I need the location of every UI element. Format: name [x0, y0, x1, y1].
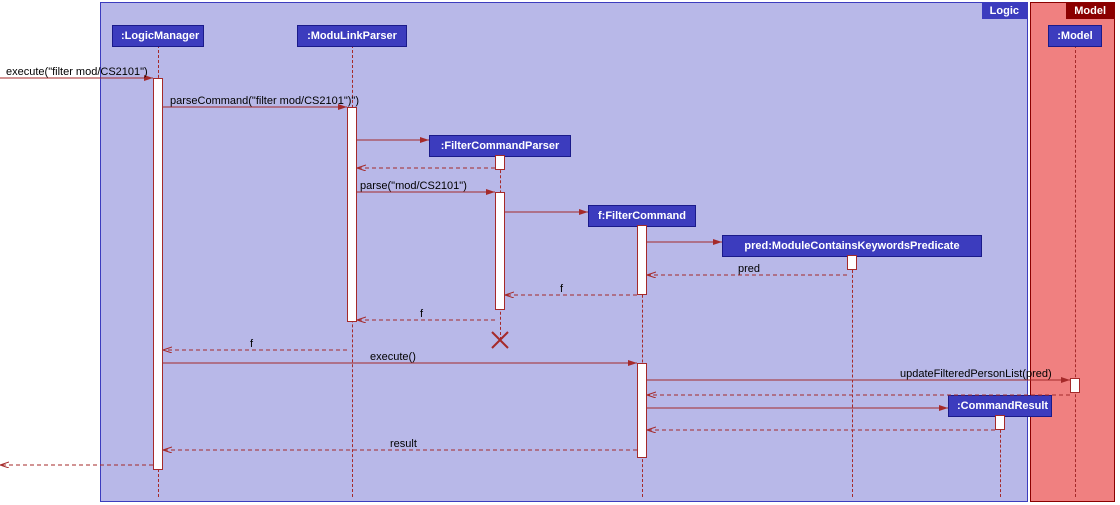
activation-a-fc2 — [637, 363, 647, 458]
message-label-m8: pred — [738, 263, 760, 275]
message-label-m10: f — [420, 308, 423, 320]
message-label-m1: execute("filter mod/CS2101") — [6, 66, 148, 78]
message-label-m5: parse("mod/CS2101") — [360, 180, 467, 192]
activation-a-fc1 — [637, 225, 647, 295]
activation-a-mod — [1070, 378, 1080, 393]
activation-a-pred — [847, 255, 857, 270]
lifeline-model — [1075, 45, 1076, 497]
message-label-m9: f — [560, 283, 563, 295]
participant-filterCmdParser: :FilterCommandParser — [429, 135, 571, 157]
participant-filterCommand: f:FilterCommand — [588, 205, 696, 227]
sequence-diagram: Logic Model :LogicManager :ModuLinkParser :F… — [0, 0, 1120, 505]
region-model: Model — [1030, 2, 1115, 502]
message-label-m11: f — [250, 338, 253, 350]
activation-a-lm — [153, 78, 163, 470]
region-title-model: Model — [1066, 3, 1114, 19]
lifeline-predicate — [852, 255, 853, 497]
activation-a-mlp — [347, 107, 357, 322]
message-label-m13: updateFilteredPersonList(pred) — [900, 368, 1052, 380]
activation-a-fcp1 — [495, 155, 505, 170]
message-label-m12: execute() — [370, 351, 416, 363]
message-label-m2: parseCommand("filter mod/CS2101")") — [170, 95, 359, 107]
activation-a-fcp2 — [495, 192, 505, 310]
activation-a-cr — [995, 415, 1005, 430]
region-title-logic: Logic — [982, 3, 1027, 19]
participant-moduLinkParser: :ModuLinkParser — [297, 25, 407, 47]
message-label-m17: result — [390, 438, 417, 450]
participant-commandResult: :CommandResult — [948, 395, 1052, 417]
participant-model: :Model — [1048, 25, 1102, 47]
participant-predicate: pred:ModuleContainsKeywordsPredicate — [722, 235, 982, 257]
participant-logicManager: :LogicManager — [112, 25, 204, 47]
